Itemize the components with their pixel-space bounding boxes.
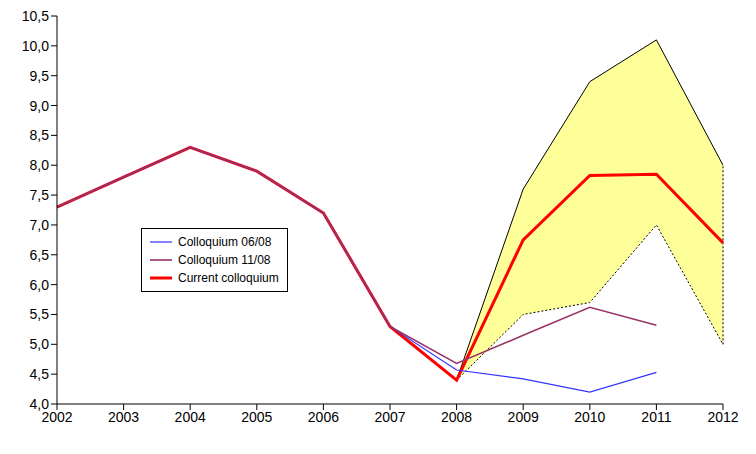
- html-text:Colloquium 11/08: Colloquium 11/08: [178, 253, 271, 267]
- svg-text:2010: 2010: [574, 409, 605, 425]
- svg-text:8,0: 8,0: [30, 157, 50, 173]
- svg-text:10,0: 10,0: [22, 38, 49, 54]
- svg-text:2011: 2011: [641, 409, 671, 425]
- svg-text:2012: 2012: [707, 409, 738, 425]
- svg-text:2008: 2008: [441, 409, 472, 425]
- svg-text:4,0: 4,0: [30, 396, 50, 412]
- svg-text:7,0: 7,0: [30, 217, 50, 233]
- svg-text:7,5: 7,5: [30, 187, 50, 203]
- svg-text:6,0: 6,0: [30, 277, 50, 293]
- svg-text:9,0: 9,0: [30, 98, 50, 114]
- svg-text:2002: 2002: [41, 408, 73, 425]
- svg-text:2005: 2005: [241, 409, 272, 425]
- svg-text:5,5: 5,5: [30, 306, 50, 322]
- svg-text:5,0: 5,0: [30, 336, 50, 352]
- svg-text:6,5: 6,5: [30, 247, 50, 263]
- svg-text:2007: 2007: [374, 409, 405, 425]
- svg-text:2003: 2003: [108, 409, 139, 425]
- svg-text:4,5: 4,5: [30, 366, 50, 382]
- html-text:Colloquium 06/08: Colloquium 06/08: [178, 235, 272, 249]
- svg-text:2006: 2006: [308, 409, 339, 425]
- svg-text:10,5: 10,5: [22, 8, 49, 24]
- svg-text:2004: 2004: [175, 409, 206, 425]
- html-text:Current colloquium: Current colloquium: [178, 271, 279, 285]
- svg-text:9,5: 9,5: [30, 68, 50, 84]
- svg-text:2009: 2009: [508, 409, 539, 425]
- svg-text:8,5: 8,5: [30, 127, 50, 143]
